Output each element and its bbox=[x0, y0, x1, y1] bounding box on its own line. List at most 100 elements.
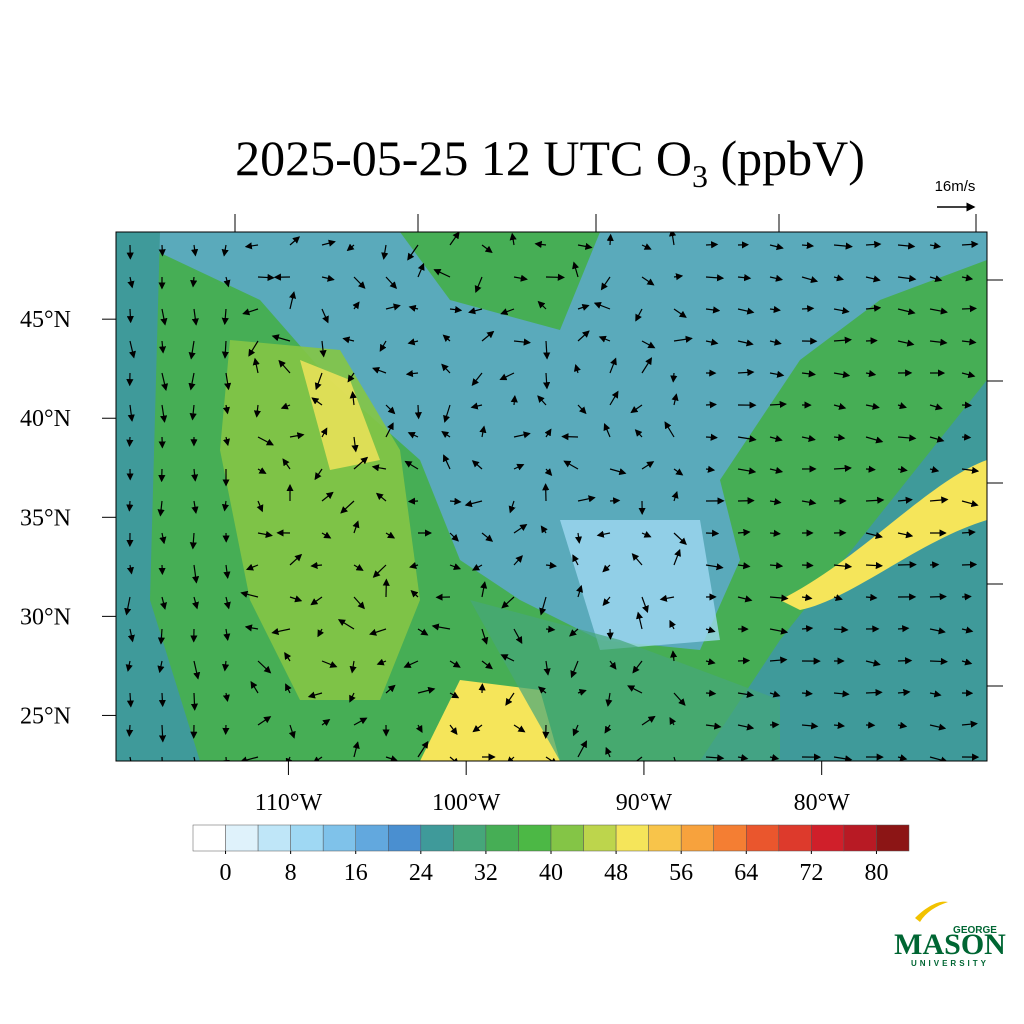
wind-arrow bbox=[481, 330, 495, 342]
wind-arrow bbox=[257, 467, 267, 474]
wind-arrow bbox=[833, 625, 849, 634]
wind-arrow bbox=[833, 562, 853, 570]
wind-arrow bbox=[480, 581, 488, 598]
wind-arrow bbox=[961, 500, 979, 508]
wind-arrow bbox=[256, 500, 264, 513]
colorbar-box bbox=[257, 824, 291, 852]
wind-arrow bbox=[160, 308, 168, 326]
colorbar-box bbox=[192, 824, 226, 852]
wind-arrow bbox=[631, 553, 643, 566]
wind-arrow bbox=[673, 532, 687, 546]
wind-arrow bbox=[769, 594, 789, 602]
wind-arrow bbox=[961, 371, 976, 379]
wind-arrow bbox=[371, 464, 387, 472]
wind-arrow bbox=[342, 336, 355, 344]
wind-arrow bbox=[737, 528, 751, 537]
wind-arrow bbox=[257, 716, 272, 726]
wind-arrow bbox=[705, 563, 724, 571]
wind-arrow bbox=[833, 274, 845, 282]
colorbar-label: 72 bbox=[799, 860, 823, 886]
wind-arrow bbox=[129, 756, 132, 761]
wind-arrow bbox=[897, 274, 917, 283]
wind-arrow bbox=[337, 619, 355, 630]
wind-arrow bbox=[471, 563, 483, 571]
wind-arrow bbox=[385, 276, 398, 289]
wind-arrow bbox=[606, 233, 614, 246]
wind-arrow bbox=[321, 308, 329, 324]
wind-arrow bbox=[351, 436, 359, 453]
wind-arrow bbox=[705, 401, 717, 409]
wind-arrow bbox=[604, 724, 612, 734]
wind-arrow bbox=[124, 596, 132, 616]
wind-arrow bbox=[897, 339, 915, 347]
wind-arrow bbox=[449, 497, 462, 505]
wind-arrow bbox=[737, 307, 755, 315]
wind-arrow bbox=[598, 335, 611, 343]
wind-arrow bbox=[544, 468, 553, 476]
x-tick-label: 100°W bbox=[432, 790, 501, 816]
wind-arrow bbox=[833, 464, 852, 472]
colorbar-box bbox=[876, 824, 910, 852]
wind-arrow bbox=[641, 715, 656, 726]
wind-arrow bbox=[833, 307, 850, 315]
wind-arrow bbox=[321, 718, 331, 727]
wind-arrow bbox=[470, 402, 483, 410]
wind-arrow bbox=[431, 623, 451, 631]
wind-arrow bbox=[414, 404, 422, 420]
wind-arrow bbox=[833, 371, 851, 379]
wind-arrow bbox=[573, 364, 581, 374]
wind-arrow bbox=[221, 500, 230, 512]
wind-arrow bbox=[353, 596, 365, 610]
wind-arrow bbox=[441, 363, 451, 374]
wind-arrow bbox=[609, 390, 619, 406]
wind-arrow bbox=[513, 523, 528, 534]
wind-arrow bbox=[376, 658, 387, 666]
wind-arrow bbox=[191, 308, 199, 326]
wind-arrow bbox=[669, 232, 677, 246]
wind-arrow bbox=[500, 654, 515, 662]
wind-arrow bbox=[372, 564, 387, 578]
map-frame bbox=[115, 231, 988, 762]
wind-arrow bbox=[961, 274, 974, 282]
wind-arrow bbox=[252, 357, 260, 374]
wind-arrow bbox=[127, 628, 135, 643]
wind-arrow bbox=[961, 466, 980, 474]
colorbar-box bbox=[420, 824, 454, 852]
wind-arrow bbox=[609, 468, 627, 476]
wind-arrow bbox=[310, 561, 323, 570]
colorbar-box bbox=[322, 824, 356, 852]
colorbar-box bbox=[615, 824, 649, 852]
wind-arrow bbox=[385, 303, 401, 311]
wind-arrow bbox=[569, 628, 579, 637]
wind-arrow bbox=[670, 372, 678, 383]
wind-arrow bbox=[563, 460, 579, 470]
wind-arrow bbox=[865, 561, 884, 570]
wind-arrow bbox=[673, 692, 686, 706]
wind-arrow bbox=[833, 402, 847, 410]
wind-arrow bbox=[443, 404, 451, 423]
wind-arrow bbox=[157, 660, 165, 674]
wind-arrow bbox=[127, 404, 135, 422]
wind-arrow bbox=[282, 458, 291, 470]
wind-arrow bbox=[481, 244, 493, 253]
wind-arrow bbox=[289, 432, 305, 440]
wind-arrow bbox=[471, 372, 483, 386]
wind-arrow bbox=[929, 307, 948, 315]
wind-arrow bbox=[897, 434, 917, 442]
wind-arrow bbox=[271, 334, 291, 342]
wind-arrow bbox=[670, 650, 678, 662]
wind-arrow bbox=[248, 340, 259, 357]
wind-arrow bbox=[321, 660, 338, 668]
wind-arrow bbox=[539, 596, 547, 616]
wind-arrow bbox=[801, 689, 813, 697]
wind-arrow bbox=[929, 723, 947, 731]
wind-arrow bbox=[897, 242, 916, 250]
wind-arrow bbox=[769, 370, 785, 378]
y-tick-label: 40°N bbox=[20, 406, 71, 432]
wind-arrow bbox=[801, 276, 819, 284]
wind-arrow bbox=[449, 660, 461, 668]
wind-arrow bbox=[737, 754, 749, 761]
wind-arrow bbox=[160, 404, 168, 423]
wind-arrow bbox=[472, 724, 483, 733]
